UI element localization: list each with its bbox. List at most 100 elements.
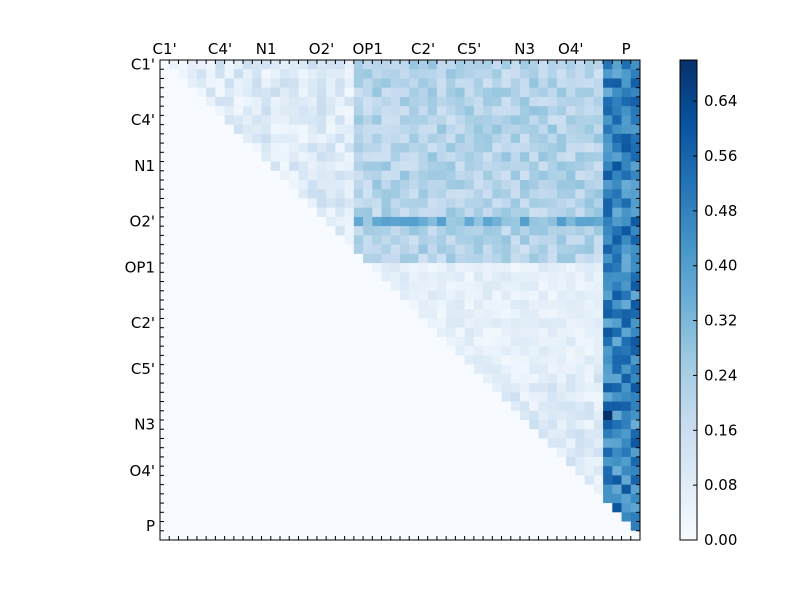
heatmap-cell — [446, 466, 456, 476]
heatmap-cell — [233, 170, 244, 181]
heatmap-cell — [261, 161, 272, 172]
heatmap-cell — [510, 410, 521, 421]
heatmap-cell — [556, 115, 567, 125]
heatmap-cell — [584, 346, 595, 356]
heatmap-cell — [603, 96, 613, 107]
heatmap-cell — [243, 521, 253, 532]
heatmap-cell — [363, 87, 373, 98]
heatmap-cell — [243, 87, 253, 98]
heatmap-cell — [483, 290, 493, 301]
heatmap-cell — [196, 438, 207, 448]
heatmap-cell — [316, 530, 327, 541]
heatmap-cell — [621, 327, 632, 338]
heatmap-cell — [390, 198, 401, 208]
heatmap-cell — [363, 512, 373, 522]
heatmap-cell — [289, 106, 299, 116]
heatmap-cell — [492, 392, 502, 402]
heatmap-cell — [584, 438, 595, 448]
heatmap-cell — [473, 198, 484, 208]
heatmap-cell — [224, 124, 235, 135]
heatmap-cell — [464, 521, 475, 532]
heatmap-cell — [621, 420, 632, 430]
heatmap-cell — [566, 235, 576, 245]
heatmap-cell — [381, 161, 392, 172]
heatmap-cell — [196, 410, 207, 421]
heatmap-cell — [593, 466, 604, 476]
heatmap-cell — [381, 410, 392, 421]
heatmap-cell — [344, 429, 355, 439]
heatmap-cell — [455, 383, 465, 393]
heatmap-cell — [224, 78, 235, 88]
heatmap-cell — [381, 300, 392, 310]
heatmap-cell — [446, 198, 456, 208]
heatmap-cell — [603, 78, 613, 88]
heatmap-cell — [409, 87, 419, 98]
heatmap-cell — [593, 170, 604, 181]
heatmap-cell — [464, 124, 475, 135]
heatmap-cell — [372, 235, 382, 245]
heatmap-cell — [289, 521, 299, 532]
heatmap-cell — [390, 429, 401, 439]
heatmap-cell — [178, 272, 188, 282]
heatmap-cell — [630, 364, 641, 375]
heatmap-cell — [483, 447, 493, 458]
colorbar — [679, 59, 698, 541]
heatmap-cell — [529, 438, 539, 448]
heatmap-cell — [372, 207, 382, 218]
heatmap-cell — [556, 78, 567, 88]
heatmap-cell — [178, 318, 188, 328]
heatmap-cell — [316, 364, 327, 375]
heatmap-cell — [252, 336, 262, 347]
heatmap-cell — [593, 253, 604, 264]
heatmap-cell — [446, 290, 456, 301]
heatmap-cell — [566, 309, 576, 319]
heatmap-cell — [363, 447, 373, 458]
heatmap-cell — [335, 180, 345, 190]
heatmap-cell — [224, 133, 235, 144]
heatmap-cell — [187, 152, 198, 162]
heatmap-cell — [196, 456, 207, 467]
heatmap-cell — [344, 364, 355, 375]
heatmap-cell — [427, 466, 438, 476]
heatmap-cell — [575, 216, 585, 227]
heatmap-cell — [630, 253, 641, 264]
heatmap-cell — [243, 170, 253, 181]
heatmap-cell — [612, 180, 622, 190]
heatmap-cell — [261, 170, 272, 181]
heatmap-cell — [492, 290, 502, 301]
heatmap-cell — [196, 346, 207, 356]
heatmap-cell — [187, 456, 198, 467]
heatmap-cell — [363, 263, 373, 273]
heatmap-cell — [483, 143, 493, 153]
heatmap-cell — [307, 484, 318, 495]
heatmap-cell — [224, 346, 235, 356]
heatmap-cell — [335, 521, 345, 532]
heatmap-cell — [427, 207, 438, 218]
heatmap-cell — [169, 253, 179, 264]
heatmap-cell — [261, 300, 272, 310]
heatmap-cell — [409, 327, 419, 338]
heatmap-cell — [603, 226, 613, 236]
heatmap-cell — [298, 318, 308, 328]
heatmap-cell — [243, 466, 253, 476]
heatmap-cell — [307, 327, 318, 338]
heatmap-cell — [547, 466, 558, 476]
heatmap-cell — [206, 309, 216, 319]
heatmap-cell — [390, 309, 401, 319]
heatmap-cell — [409, 115, 419, 125]
heatmap-cell — [316, 170, 327, 181]
heatmap-cell — [556, 475, 567, 485]
heatmap-cell — [436, 281, 447, 292]
heatmap-cell — [630, 96, 641, 107]
heatmap-cell — [446, 133, 456, 144]
heatmap-cell — [575, 503, 585, 513]
heatmap-cell — [169, 161, 179, 172]
heatmap-cell — [224, 87, 235, 98]
heatmap-cell — [363, 383, 373, 393]
heatmap-cell — [326, 383, 336, 393]
heatmap-cell — [363, 475, 373, 485]
heatmap-cell — [307, 300, 318, 310]
heatmap-cell — [363, 226, 373, 236]
heatmap-cell — [381, 189, 392, 199]
heatmap-cell — [206, 456, 216, 467]
